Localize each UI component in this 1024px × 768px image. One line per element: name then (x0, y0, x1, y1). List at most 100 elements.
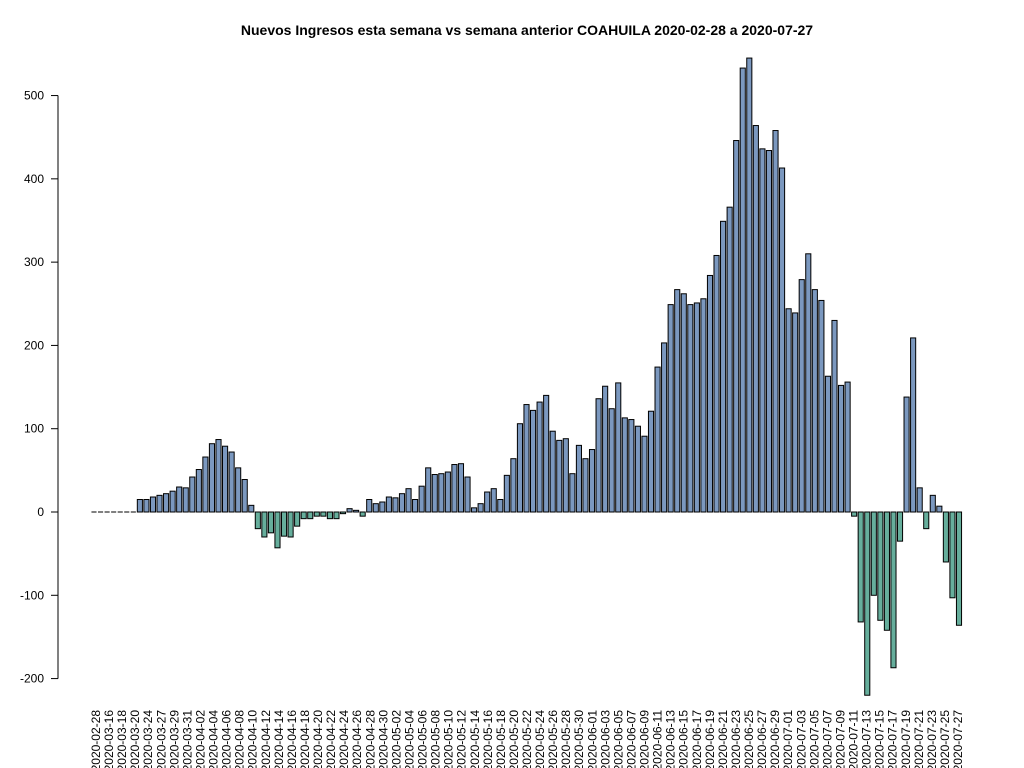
bar (700, 298, 707, 513)
bar (195, 469, 202, 513)
bar (785, 308, 792, 513)
x-tick-label: 2020-05-14 (468, 710, 482, 768)
bar (294, 511, 301, 527)
bar (883, 511, 890, 631)
x-tick-label: 2020-05-24 (533, 710, 547, 768)
bar (929, 494, 936, 513)
bar (182, 487, 189, 513)
bar (280, 511, 288, 537)
bar (149, 496, 157, 513)
bar (615, 382, 622, 513)
bar (300, 511, 307, 520)
x-tick-label: 2020-04-08 (233, 710, 247, 768)
bar (261, 511, 268, 538)
bar (418, 485, 425, 513)
x-tick-label: 2020-04-12 (259, 710, 273, 768)
bar (169, 490, 176, 513)
bar (575, 444, 582, 513)
bar (464, 476, 471, 513)
bar (942, 511, 949, 563)
x-tick-label: 2020-04-02 (193, 710, 207, 768)
x-tick-label: 2020-07-05 (807, 710, 821, 768)
bar (215, 439, 222, 513)
x-tick-label: 2020-06-13 (664, 710, 678, 768)
bar (595, 398, 602, 513)
x-tick-label: 2020-06-29 (768, 710, 782, 768)
x-tick-label: 2020-06-25 (742, 710, 756, 768)
x-tick-label: 2020-06-19 (703, 710, 717, 768)
bar (497, 499, 504, 513)
bar (621, 417, 628, 513)
bar (516, 423, 524, 513)
bar (372, 503, 379, 513)
x-tick-label: 2020-05-30 (572, 710, 586, 768)
x-tick-label: 2020-07-21 (912, 710, 926, 768)
x-tick-label: 2020-07-13 (860, 710, 874, 768)
x-tick-label: 2020-03-29 (167, 710, 181, 768)
x-tick-label: 2020-06-05 (611, 710, 625, 768)
bar (248, 504, 255, 513)
bar (792, 312, 799, 513)
x-tick-label: 2020-07-01 (781, 710, 795, 768)
bar (235, 467, 242, 513)
x-tick-label: 2020-05-28 (559, 710, 573, 768)
bar (228, 451, 235, 513)
bar (208, 443, 216, 513)
bar (523, 404, 530, 513)
bar (202, 456, 209, 513)
x-tick-label: 2020-07-27 (951, 710, 965, 768)
x-tick-label: 2020-03-20 (128, 710, 142, 768)
bar (333, 511, 340, 520)
bar (608, 408, 615, 513)
bar (307, 511, 314, 520)
bar (431, 474, 438, 513)
bar (798, 279, 805, 513)
bar (287, 511, 294, 538)
x-tick-label: 2020-04-30 (376, 710, 390, 768)
bar (726, 206, 733, 513)
bar (425, 467, 432, 513)
x-tick-label: 2020-06-21 (716, 710, 730, 768)
bar (949, 511, 956, 599)
x-tick-label: 2020-07-15 (873, 710, 887, 768)
x-tick-label: 2020-07-25 (938, 710, 952, 768)
bar (674, 289, 681, 513)
bar (477, 503, 484, 513)
x-tick-label: 2020-03-16 (102, 710, 116, 768)
bar (222, 445, 229, 513)
bar (772, 130, 779, 513)
bar (824, 375, 831, 513)
x-tick-label: 2020-06-23 (729, 710, 743, 768)
bar (739, 67, 746, 513)
bar (818, 299, 825, 513)
x-tick-label: 2020-04-18 (298, 710, 312, 768)
y-tick-label: 500 (24, 89, 44, 103)
x-tick-label: 2020-06-07 (624, 710, 638, 768)
bar (654, 366, 661, 513)
bar (267, 511, 274, 534)
bar (811, 289, 818, 513)
bar (752, 125, 759, 513)
bar (339, 511, 347, 515)
bar (916, 487, 923, 513)
bar (451, 464, 458, 513)
bar (503, 474, 510, 513)
bar (851, 511, 858, 517)
bar (438, 473, 445, 513)
x-tick-label: 2020-02-28 (89, 710, 103, 768)
bar (837, 384, 845, 513)
bar (667, 304, 674, 513)
x-tick-label: 2020-06-01 (585, 710, 599, 768)
bar (779, 167, 786, 513)
bar (556, 439, 563, 513)
bar (870, 511, 877, 596)
bar (936, 505, 943, 513)
x-tick-label: 2020-04-28 (363, 710, 377, 768)
x-tick-label: 2020-06-15 (677, 710, 691, 768)
bars (91, 57, 963, 696)
bar (687, 304, 694, 513)
x-tick-label: 2020-05-18 (494, 710, 508, 768)
bar (444, 471, 451, 513)
bar (890, 511, 897, 669)
